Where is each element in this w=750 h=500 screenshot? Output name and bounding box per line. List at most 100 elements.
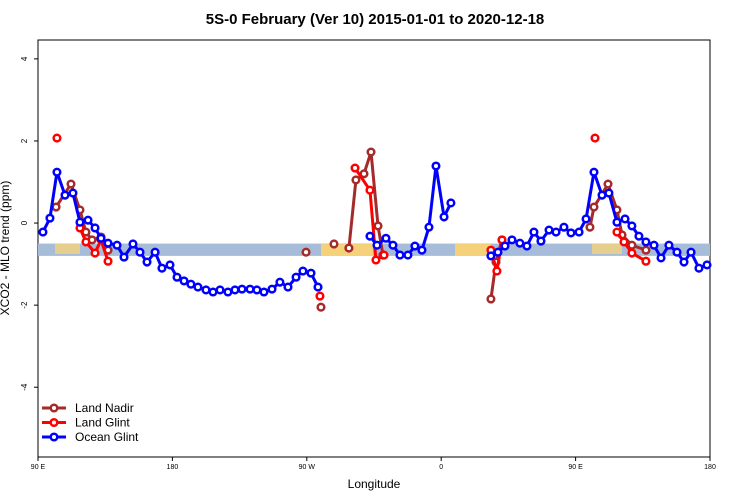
point	[431, 161, 441, 171]
point	[157, 263, 167, 273]
y-tick-label: 4	[20, 56, 29, 61]
y-tick-label: -4	[20, 383, 29, 391]
point	[142, 257, 152, 267]
point	[619, 237, 629, 247]
point	[230, 285, 240, 295]
point	[366, 147, 376, 157]
point	[96, 233, 106, 243]
x-tick-label: 90 E	[31, 464, 46, 471]
y-tick-label: 0	[20, 220, 29, 225]
point	[66, 179, 76, 189]
point	[664, 240, 674, 250]
x-tick-label: 90 E	[568, 464, 583, 471]
point	[103, 238, 113, 248]
point	[522, 241, 532, 251]
point	[585, 222, 595, 232]
point	[395, 250, 405, 260]
point	[38, 227, 48, 237]
point	[641, 245, 651, 255]
point	[439, 212, 449, 222]
point	[365, 185, 375, 195]
point	[590, 133, 600, 143]
point	[150, 247, 160, 257]
point	[329, 239, 339, 249]
point	[275, 277, 285, 287]
point	[507, 235, 517, 245]
point	[612, 217, 622, 227]
chart-title: 5S-0 February (Ver 10) 2015-01-01 to 202…	[206, 11, 545, 28]
point	[51, 202, 61, 212]
y-tick-label: 2	[20, 138, 29, 143]
point	[410, 241, 420, 251]
point	[298, 266, 308, 276]
point	[201, 285, 211, 295]
point	[486, 294, 496, 304]
point	[515, 238, 525, 248]
point	[208, 287, 218, 297]
point	[403, 250, 413, 260]
point	[672, 247, 682, 257]
point	[544, 225, 554, 235]
point	[627, 248, 637, 258]
point	[627, 221, 637, 231]
point	[83, 215, 93, 225]
point	[60, 190, 70, 200]
point	[529, 227, 539, 237]
point	[165, 260, 175, 270]
point	[283, 282, 293, 292]
point	[350, 163, 360, 173]
point	[306, 268, 316, 278]
x-tick-label: 0	[439, 464, 443, 471]
point	[603, 179, 613, 189]
series-line	[54, 151, 647, 300]
point	[581, 214, 591, 224]
point	[373, 221, 383, 231]
point	[179, 276, 189, 286]
point	[641, 237, 651, 247]
point	[68, 188, 78, 198]
point	[315, 291, 325, 301]
point	[589, 167, 599, 177]
point	[215, 285, 225, 295]
point	[365, 231, 375, 241]
x-tick-label: 180	[704, 464, 716, 471]
point	[589, 202, 599, 212]
point	[417, 245, 427, 255]
point	[500, 241, 510, 251]
point	[351, 175, 361, 185]
point	[604, 188, 614, 198]
point	[135, 247, 145, 257]
legend-marker	[49, 417, 59, 428]
point	[371, 255, 381, 265]
point	[186, 279, 196, 289]
point	[252, 285, 262, 295]
y-axis-label: XCO2 - MLO trend (ppm)	[0, 181, 12, 316]
point	[259, 287, 269, 297]
point	[245, 284, 255, 294]
point	[291, 272, 301, 282]
point	[446, 198, 456, 208]
point	[566, 228, 576, 238]
point	[620, 214, 630, 224]
point	[313, 282, 323, 292]
point	[694, 263, 704, 273]
point	[81, 237, 91, 247]
point	[702, 260, 712, 270]
point	[193, 282, 203, 292]
point	[641, 256, 651, 266]
point	[223, 287, 233, 297]
point	[424, 222, 434, 232]
x-tick-label: 180	[167, 464, 179, 471]
point	[574, 227, 584, 237]
point	[103, 256, 113, 266]
point	[119, 252, 129, 262]
point	[301, 247, 311, 257]
point	[90, 248, 100, 258]
point	[493, 247, 503, 257]
point	[316, 302, 326, 312]
x-tick-label: 90 W	[299, 464, 316, 471]
point	[45, 213, 55, 223]
x-axis-label: Longitude	[348, 477, 401, 491]
point	[536, 236, 546, 246]
